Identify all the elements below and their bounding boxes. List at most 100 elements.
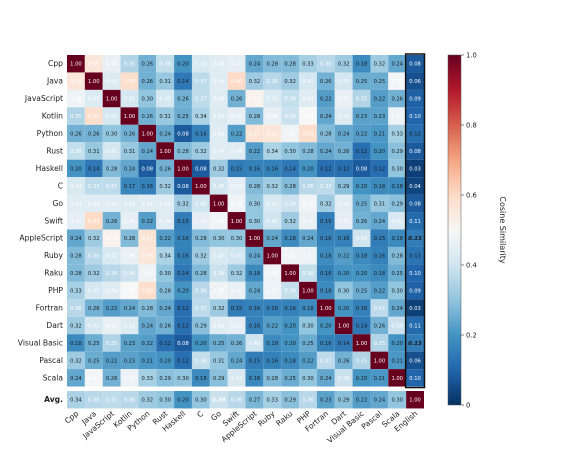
cell-swift-fortran-value: 0.15 xyxy=(320,219,332,225)
cell-php-scala-cell xyxy=(388,281,407,300)
cell-kotlin-kotlin-cell xyxy=(120,107,139,125)
cell-applescript-fortran-cell xyxy=(316,229,335,247)
cell-dart-ruby-value: 0.22 xyxy=(266,323,278,329)
cell-ruby-java-value: 0.36 xyxy=(88,254,100,260)
cell-python-javascript-value: 0.30 xyxy=(106,132,118,138)
cell-java-haskell-value: 0.14 xyxy=(177,79,189,85)
avg-go-value: 0.39 xyxy=(212,398,226,404)
cell-cpp-raku-value: 0.28 xyxy=(284,62,296,68)
row-label-swift: Swift xyxy=(44,216,63,225)
cell-java-visual-basic-value: 0.25 xyxy=(356,79,368,85)
cell-fortran-pascal-value: 0.37 xyxy=(374,306,386,312)
row-label-applescript: AppleScript xyxy=(19,234,63,243)
cell-rust-raku-cell xyxy=(281,142,300,160)
cell-cpp-java-cell xyxy=(84,55,103,73)
cell-python-english-value: 0.12 xyxy=(409,132,421,138)
row-label-java: Java xyxy=(46,77,63,86)
cell-scala-javascript-cell xyxy=(102,369,121,387)
cell-raku-javascript-cell xyxy=(102,264,121,282)
cell-fortran-pascal-cell xyxy=(370,299,389,317)
cell-swift-cpp-value: 0.45 xyxy=(70,219,82,225)
row-label-rust: Rust xyxy=(46,146,63,155)
colorbar-ticks: 0 0.2 0.4 0.6 0.8 1.0 xyxy=(461,52,477,410)
cell-python-c-cell xyxy=(191,124,210,143)
cell-pascal-raku-cell xyxy=(281,351,300,370)
cell-ruby-javascript-value: 0.42 xyxy=(106,254,118,260)
cell-dart-haskell-cell xyxy=(174,316,192,335)
cell-haskell-go-value: 0.32 xyxy=(213,166,225,172)
cell-swift-dart-value: 0.45 xyxy=(338,219,350,225)
cell-go-python-cell xyxy=(138,194,157,213)
cell-haskell-english-cell xyxy=(406,159,424,178)
cell-pascal-applescript-cell xyxy=(245,351,264,370)
cell-java-scala-cell xyxy=(388,72,407,90)
cell-python-python-value: 1.00 xyxy=(142,132,154,138)
cell-fortran-go-value: 0.32 xyxy=(213,306,225,312)
cell-dart-rust-cell xyxy=(156,316,175,335)
cell-swift-swift-value: 1.00 xyxy=(231,219,243,225)
cell-cpp-python-value: 0.26 xyxy=(142,62,154,68)
cell-javascript-rust-cell xyxy=(156,89,175,108)
cell-visual-basic-swift-value: 0.26 xyxy=(231,341,243,347)
cell-visual-basic-haskell-cell xyxy=(174,334,192,352)
cell-cpp-javascript-cell xyxy=(102,55,121,73)
cell-java-cpp-cell xyxy=(67,72,85,90)
cell-dart-english-cell xyxy=(406,316,424,335)
cell-ruby-dart-value: 0.22 xyxy=(338,254,350,260)
cell-scala-scala-cell xyxy=(388,369,407,387)
cell-scala-english-value: 0.10 xyxy=(409,376,421,382)
cell-javascript-cpp-value: 0.48 xyxy=(70,97,82,103)
cell-php-scala-value: 0.30 xyxy=(391,289,403,295)
cell-python-applescript-cell xyxy=(245,124,264,143)
cell-javascript-dart-cell xyxy=(334,89,353,108)
cell-swift-javascript-cell xyxy=(102,212,121,230)
cell-visual-basic-visual-basic-value: 1.00 xyxy=(356,341,368,347)
avg-visual-basic-cell xyxy=(352,391,371,409)
cell-c-scala-cell xyxy=(388,177,407,195)
cell-cpp-fortran-value: 0.36 xyxy=(320,62,332,68)
cell-kotlin-javascript-value: 0.41 xyxy=(106,114,118,120)
cell-raku-applescript-cell xyxy=(245,264,264,282)
cell-ruby-python-value: 0.56 xyxy=(142,254,154,260)
cell-dart-fortran-cell xyxy=(316,316,335,335)
avg-english-cell xyxy=(406,391,424,409)
cell-scala-kotlin-value: 0.47 xyxy=(124,376,136,382)
cell-applescript-swift-value: 0.30 xyxy=(231,236,243,242)
cell-raku-applescript-value: 0.18 xyxy=(249,271,261,277)
cell-go-fortran-cell xyxy=(316,194,335,213)
cell-php-php-value: 1.00 xyxy=(302,289,314,295)
cell-haskell-java-value: 0.14 xyxy=(88,166,100,172)
cell-rust-cpp-value: 0.38 xyxy=(70,149,82,155)
cell-rust-visual-basic-value: 0.12 xyxy=(356,149,368,155)
cell-dart-visual-basic-cell xyxy=(352,316,371,335)
cell-ruby-scala-value: 0.28 xyxy=(391,254,403,260)
cell-visual-basic-raku-value: 0.20 xyxy=(284,341,296,347)
cell-c-dart-cell xyxy=(334,177,353,195)
cell-visual-basic-php-value: 0.25 xyxy=(302,341,314,347)
cell-swift-haskell-cell xyxy=(174,212,192,230)
row-label-kotlin: Kotlin xyxy=(42,112,63,121)
cell-haskell-fortran-value: 0.12 xyxy=(320,166,332,172)
cell-fortran-fortran-value: 1.00 xyxy=(320,306,332,312)
cell-raku-java-cell xyxy=(84,264,103,282)
cell-scala-dart-cell xyxy=(334,369,353,387)
cell-fortran-java-value: 0.26 xyxy=(88,306,100,312)
cell-ruby-ruby-cell xyxy=(263,246,282,265)
cell-fortran-swift-cell xyxy=(227,299,246,317)
avg-rust-value: 0.30 xyxy=(159,398,171,404)
cell-cpp-kotlin-value: 0.35 xyxy=(124,62,136,68)
cell-applescript-applescript-cell xyxy=(245,229,264,247)
cell-rust-english-cell xyxy=(406,142,424,160)
cell-scala-go-value: 0.29 xyxy=(213,376,225,382)
cell-raku-ruby-value: 0.48 xyxy=(266,271,278,277)
cell-scala-javascript-value: 0.26 xyxy=(106,376,118,382)
cell-rust-go-value: 0.44 xyxy=(213,149,225,155)
cell-dart-kotlin-cell xyxy=(120,316,139,335)
cell-kotlin-python-cell xyxy=(138,107,157,125)
column-label-pascal: Pascal xyxy=(360,409,384,431)
cell-rust-kotlin-cell xyxy=(120,142,139,160)
cell-haskell-raku-cell xyxy=(281,159,300,178)
cell-kotlin-haskell-value: 0.25 xyxy=(177,114,189,120)
cell-java-php-cell xyxy=(299,72,317,90)
cell-php-english-cell xyxy=(406,281,424,300)
